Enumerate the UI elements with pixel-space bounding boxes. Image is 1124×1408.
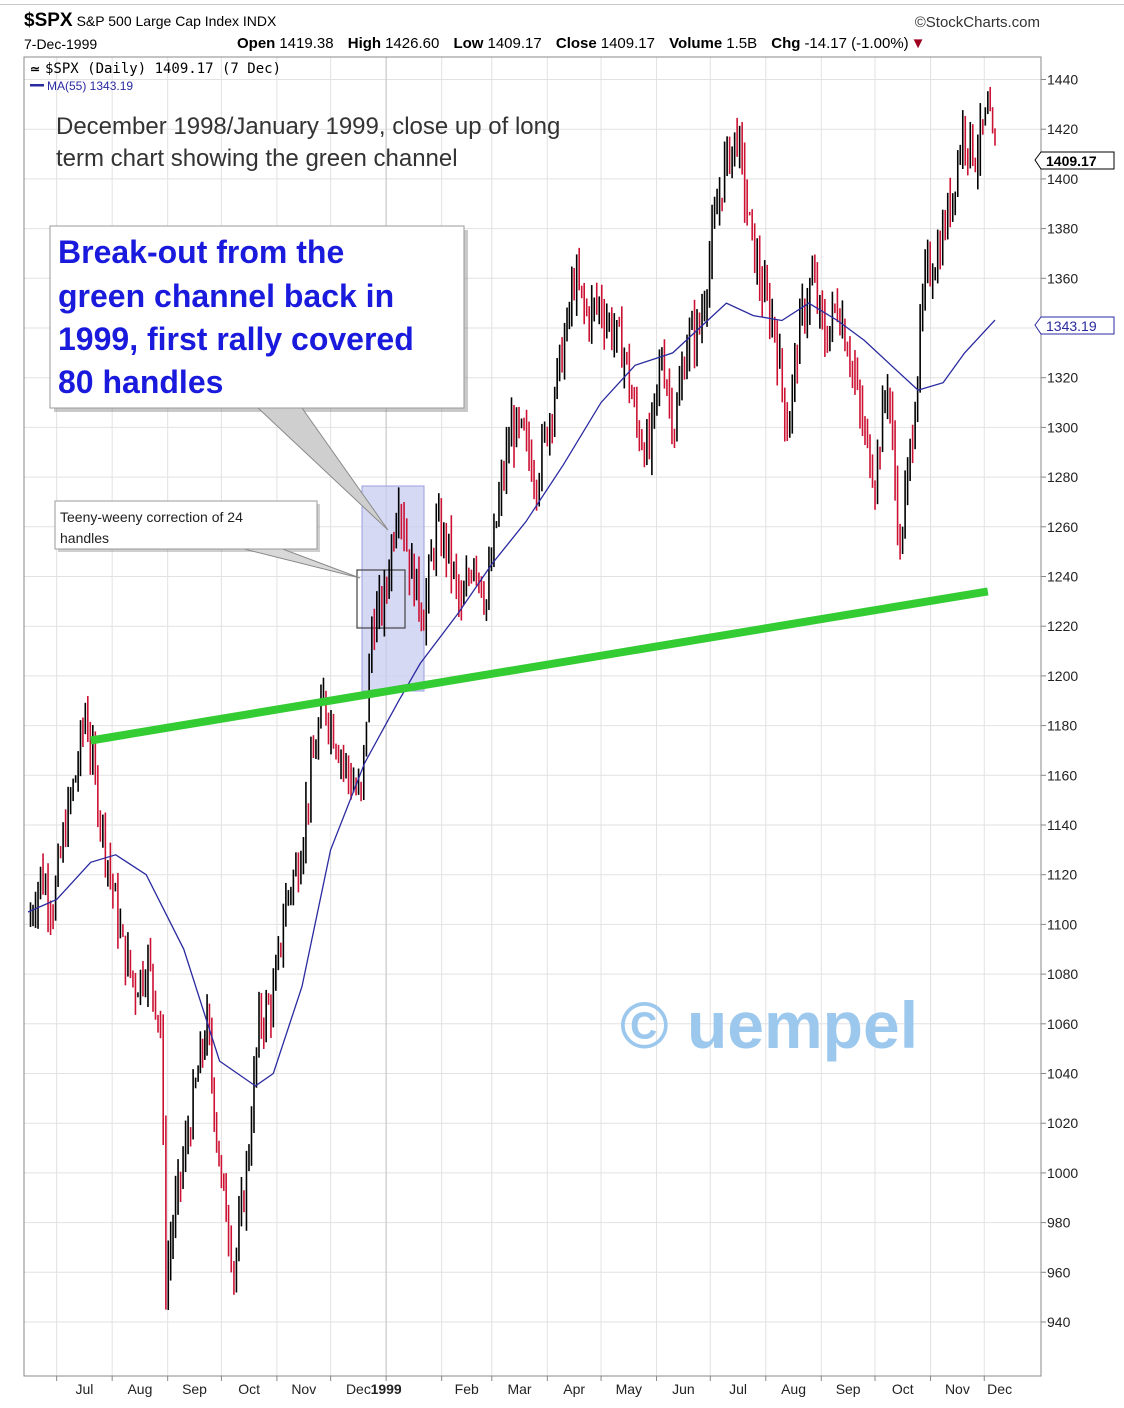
y-tick-label: 1020 <box>1047 1115 1078 1131</box>
y-tick-label: 1040 <box>1047 1066 1078 1082</box>
index-name: S&P 500 Large Cap Index INDX <box>76 13 277 29</box>
y-tick-label: 1220 <box>1047 618 1078 634</box>
legend-ma: MA(55) 1343.19 <box>47 79 133 93</box>
x-tick-label: Jun <box>672 1381 695 1397</box>
y-tick-label: 1240 <box>1047 569 1078 585</box>
x-tick-label: Nov <box>945 1381 970 1397</box>
ma-price-tag: 1343.19 <box>1034 316 1115 335</box>
close-value: 1409.17 <box>600 35 655 52</box>
chg-label: Chg <box>771 35 801 52</box>
x-tick-label: Sep <box>182 1381 207 1397</box>
breakout-line-3: 1999, first rally covered <box>58 321 414 357</box>
y-tick-label: 1100 <box>1047 916 1077 932</box>
plot-frame <box>23 56 1042 1377</box>
x-axis: Jul Aug Sep Oct Nov Dec 1999 Feb Mar Apr May Jun Jul… <box>56 1376 1012 1397</box>
close-label: Close <box>555 35 597 52</box>
last-price-label: 1409.17 <box>1046 153 1097 169</box>
open-label: Open <box>237 35 276 52</box>
ma-line <box>27 302 996 1087</box>
breakout-line-2: green channel back in <box>58 278 394 314</box>
x-tick-label: Jul <box>75 1381 93 1397</box>
low-label: Low <box>453 35 484 52</box>
breakout-line-1: Break-out from the <box>58 234 344 270</box>
chart-note-line-1: December 1998/January 1999, close up of … <box>56 113 560 140</box>
x-tick-label: Oct <box>238 1381 260 1397</box>
x-tick-label: Nov <box>291 1381 316 1397</box>
correction-callout: Teeny-weeny correction of 24 handles <box>54 500 361 579</box>
high-value: 1426.60 <box>385 35 440 52</box>
breakout-callout: Break-out from the green channel back in… <box>49 225 468 531</box>
chg-value: -14.17 (-1.00%) <box>804 35 909 52</box>
y-tick-label: 1160 <box>1047 767 1077 783</box>
watermark: © uempel <box>620 988 918 1062</box>
x-tick-label: Feb <box>455 1381 479 1397</box>
y-tick-label: 1280 <box>1047 469 1078 485</box>
y-tick-label: 1080 <box>1047 966 1078 982</box>
y-tick-label: 1420 <box>1047 121 1078 137</box>
quote-date: 7-Dec-1999 <box>24 36 98 52</box>
x-tick-label: Dec <box>987 1381 1012 1397</box>
y-tick-label: 1440 <box>1047 72 1078 88</box>
y-tick-label: 1060 <box>1047 1016 1078 1032</box>
last-price-tag: 1409.17 <box>1034 151 1115 170</box>
legend-price-icon: ≃ <box>30 62 40 76</box>
green-channel-line <box>90 587 989 745</box>
symbol-heading: $SPX S&P 500 Large Cap Index INDX <box>24 10 276 32</box>
y-tick-label: 1380 <box>1047 221 1078 237</box>
y-tick-label: 1180 <box>1047 718 1077 734</box>
down-arrow-icon: ▼ <box>910 35 926 52</box>
volume-value: 1.5B <box>726 35 758 52</box>
price-bars <box>29 86 996 1311</box>
x-tick-label: May <box>616 1381 642 1397</box>
y-tick-label: 940 <box>1047 1314 1071 1330</box>
low-value: 1409.17 <box>487 35 542 52</box>
y-tick-label: 1400 <box>1047 171 1078 187</box>
breakout-line-4: 80 handles <box>58 364 223 400</box>
chart-note-line-2: term chart showing the green channel <box>56 145 458 172</box>
y-tick-label: 1260 <box>1047 519 1078 535</box>
x-tick-label: Jul <box>729 1381 747 1397</box>
correction-line-2: handles <box>60 530 109 546</box>
y-tick-label: 1140 <box>1047 817 1077 833</box>
x-tick-label: Apr <box>563 1381 585 1397</box>
x-tick-label: Sep <box>836 1381 861 1397</box>
y-tick-label: 1120 <box>1047 867 1077 883</box>
x-tick-label: Mar <box>507 1381 531 1397</box>
correction-line-1: Teeny-weeny correction of 24 <box>60 509 243 525</box>
stockcharts-brand[interactable]: ©StockCharts.com <box>914 14 1040 31</box>
x-tick-label: Aug <box>127 1381 152 1397</box>
legend-price: $SPX (Daily) 1409.17 (7 Dec) <box>45 61 281 77</box>
window-top-border <box>0 0 1124 5</box>
y-tick-label: 960 <box>1047 1264 1071 1280</box>
volume-label: Volume <box>669 35 723 52</box>
y-tick-label: 1320 <box>1047 370 1078 386</box>
y-axis: 940 960 980 1000 1020 1040 1060 1080 1100 1120 114… <box>1041 72 1078 1330</box>
y-tick-label: 980 <box>1047 1215 1071 1231</box>
open-value: 1419.38 <box>279 35 334 52</box>
x-tick-label: Aug <box>781 1381 806 1397</box>
y-tick-label: 1300 <box>1047 419 1078 435</box>
legend-ma-swatch <box>30 84 44 87</box>
symbol: $SPX <box>24 10 73 31</box>
ma-price-label: 1343.19 <box>1046 318 1097 334</box>
correction-box <box>356 569 406 629</box>
y-tick-label: 1200 <box>1047 668 1078 684</box>
x-tick-label: Oct <box>892 1381 914 1397</box>
x-tick-label: 1999 <box>371 1381 402 1397</box>
x-tick-label: Dec <box>346 1381 371 1397</box>
y-tick-label: 1000 <box>1047 1165 1078 1181</box>
y-tick-label: 1360 <box>1047 270 1078 286</box>
quote-stats: Open 1419.38 High 1426.60 Low 1409.17 Close… <box>237 35 926 52</box>
high-label: High <box>347 35 382 52</box>
